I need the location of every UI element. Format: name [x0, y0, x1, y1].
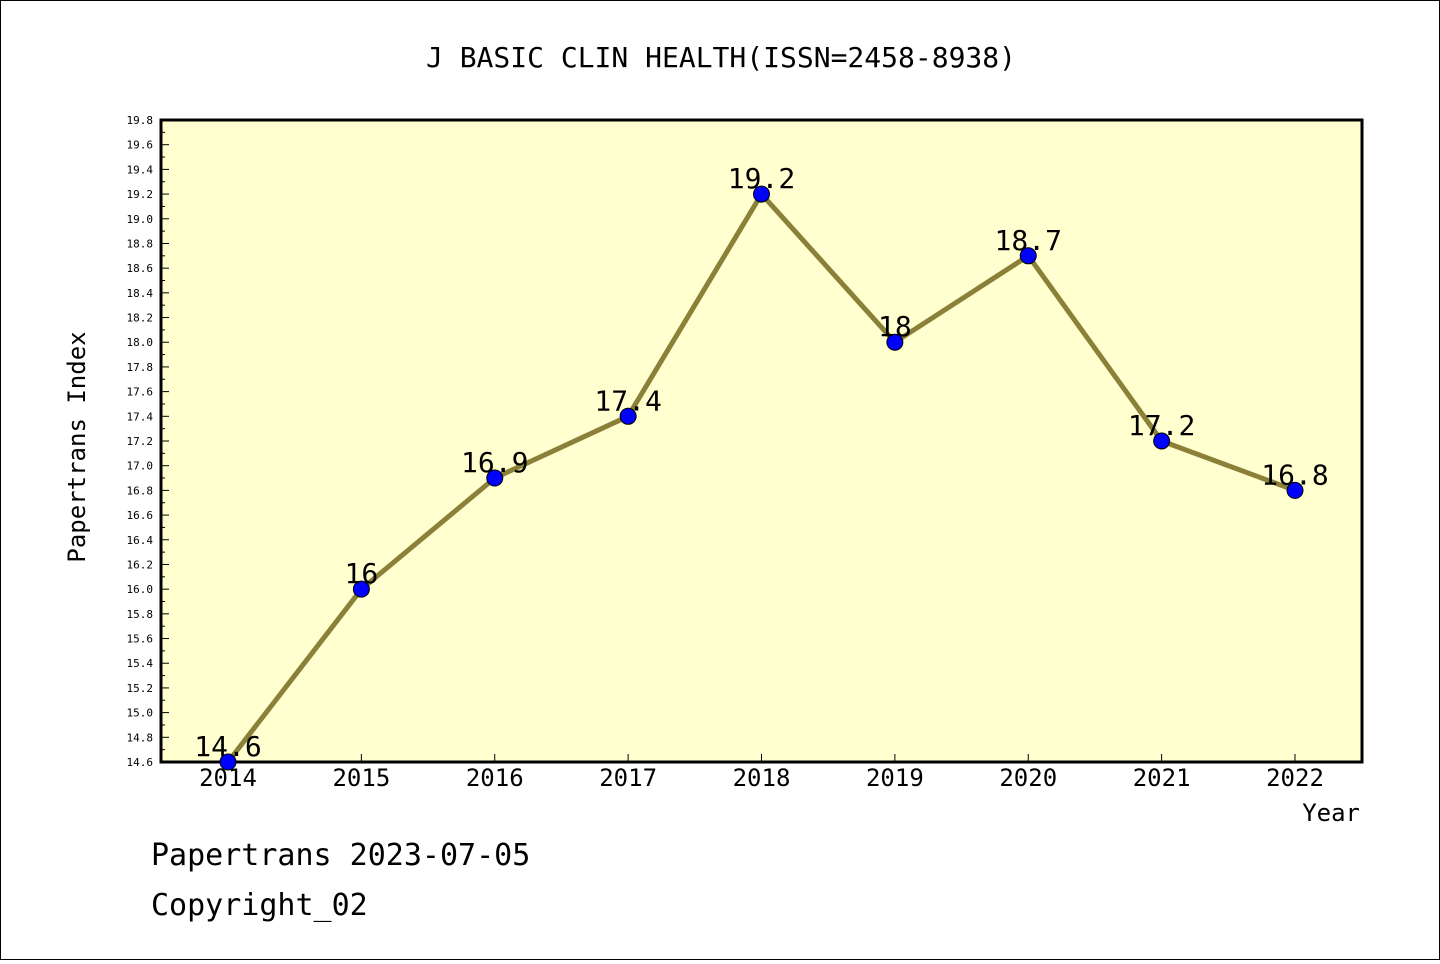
x-tick-label: 2022	[1266, 764, 1324, 792]
y-tick-label: 19.4	[127, 163, 154, 176]
y-tick-label: 15.6	[127, 633, 154, 646]
y-tick-label: 15.2	[127, 682, 154, 695]
y-tick-label: 19.0	[127, 213, 154, 226]
x-tick-label: 2015	[332, 764, 390, 792]
y-tick-label: 17.2	[127, 435, 154, 448]
data-point	[886, 333, 904, 351]
y-tick-label: 17.4	[127, 410, 154, 423]
y-tick-label: 15.0	[127, 707, 154, 720]
data-point	[352, 580, 370, 598]
data-point	[753, 185, 770, 203]
x-tick-label: 2016	[466, 764, 524, 792]
y-tick-label: 19.8	[127, 114, 154, 127]
y-tick-label: 16.2	[127, 558, 154, 571]
data-label: 18.7	[995, 224, 1062, 257]
y-tick-label: 14.8	[127, 731, 154, 744]
x-tick-label: 2019	[866, 764, 924, 792]
data-label: 17.4	[594, 384, 661, 417]
y-axis: 14.6 14.8 15.0 15.2 15.4 15.6 15.8 16.0 16.2 16.4…	[127, 114, 169, 769]
y-tick-label: 18.4	[127, 287, 154, 300]
series-markers	[219, 185, 1304, 771]
data-point	[619, 407, 637, 425]
y-tick-label: 17.8	[127, 361, 154, 374]
data-point	[219, 753, 237, 771]
chart-title: J BASIC CLIN HEALTH(ISSN=2458-8938)	[426, 41, 1016, 74]
y-tick-label: 14.6	[127, 756, 154, 769]
data-label: 17.2	[1128, 409, 1195, 442]
x-tick-label: 2021	[1133, 764, 1191, 792]
y-tick-label: 17.6	[127, 386, 154, 399]
y-tick-label: 19.2	[127, 188, 154, 201]
y-tick-label: 16.0	[127, 583, 154, 596]
footer-copyright: Copyright_02	[151, 888, 368, 923]
data-point	[1019, 247, 1037, 265]
data-label: 16.8	[1261, 458, 1328, 491]
y-tick-label: 18.6	[127, 262, 154, 275]
y-tick-label: 17.0	[127, 460, 154, 473]
data-label: 16.9	[461, 446, 528, 479]
data-point	[1153, 432, 1171, 450]
data-label: 14.6	[194, 730, 261, 763]
x-tick-label: 2017	[599, 764, 657, 792]
y-tick-label: 16.6	[127, 509, 154, 522]
footer-date: Papertrans 2023-07-05	[151, 838, 530, 873]
y-tick-label: 19.6	[127, 139, 154, 152]
y-axis-label: Papertrans Index	[63, 331, 91, 562]
data-point	[486, 469, 504, 487]
y-tick-label: 18.8	[127, 237, 154, 250]
y-tick-label: 16.8	[127, 484, 154, 497]
data-label: 19.2	[728, 162, 795, 195]
x-tick-label: 2020	[999, 764, 1057, 792]
data-point	[1286, 481, 1304, 499]
data-label: 18	[878, 310, 912, 343]
x-axis-label: Year	[1302, 799, 1360, 827]
y-tick-label: 16.4	[127, 534, 154, 547]
data-labels: 14.6 16 16.9 17.4 19.2 18 18.7 17.2 16.8	[194, 162, 1328, 763]
x-tick-label: 2018	[733, 764, 791, 792]
y-tick-label: 18.0	[127, 336, 154, 349]
y-tick-label: 18.2	[127, 312, 154, 325]
data-label: 16	[345, 557, 379, 590]
y-tick-label: 15.8	[127, 608, 154, 621]
y-tick-label: 15.4	[127, 657, 154, 670]
